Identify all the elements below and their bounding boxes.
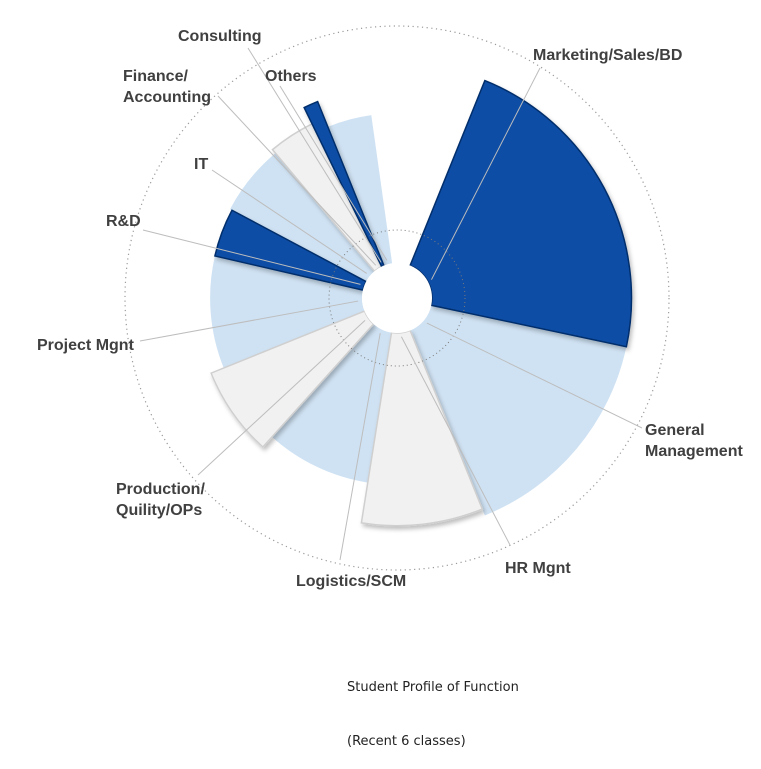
category-label: Production/ Quility/OPs xyxy=(116,481,205,519)
polar-wedge xyxy=(409,79,633,348)
category-label: Consulting xyxy=(178,28,262,45)
center-hole xyxy=(362,263,432,333)
category-label: IT xyxy=(194,156,209,173)
leader-line xyxy=(197,320,366,476)
category-label: Marketing/Sales/BD xyxy=(533,47,683,64)
category-label: Others xyxy=(265,68,317,85)
category-label: Finance/ Accounting xyxy=(123,68,211,106)
chart-canvas xyxy=(124,25,670,571)
polar-area-chart: Marketing/Sales/BD General Management HR M… xyxy=(37,25,743,590)
leader-line xyxy=(430,67,541,280)
polar-wedge xyxy=(210,255,365,369)
leader-line xyxy=(217,95,377,266)
polar-wedge xyxy=(271,324,392,483)
category-label: HR Mgnt xyxy=(505,560,571,577)
chart-title: Student Profile of Function xyxy=(347,680,519,695)
leader-line xyxy=(339,333,381,561)
outer-dotted-ring xyxy=(124,25,670,571)
leader-line xyxy=(400,336,511,546)
polar-wedge xyxy=(229,153,375,282)
inner-dotted-ring xyxy=(328,229,466,367)
category-label: Logistics/SCM xyxy=(296,573,407,590)
leader-line xyxy=(426,322,643,429)
category-label: Project Mgnt xyxy=(37,337,134,354)
leader-line xyxy=(247,47,382,263)
leader-line xyxy=(139,300,359,342)
chart-caption: Student Profile of Function (Recent 6 cl… xyxy=(347,643,519,769)
leader-line xyxy=(142,229,361,285)
leader-line xyxy=(211,169,367,274)
category-label: R&D xyxy=(106,213,141,230)
polar-wedge xyxy=(327,115,393,266)
leader-line xyxy=(279,85,388,261)
category-label: General Management xyxy=(645,422,743,460)
chart-subtitle: (Recent 6 classes) xyxy=(347,734,466,749)
